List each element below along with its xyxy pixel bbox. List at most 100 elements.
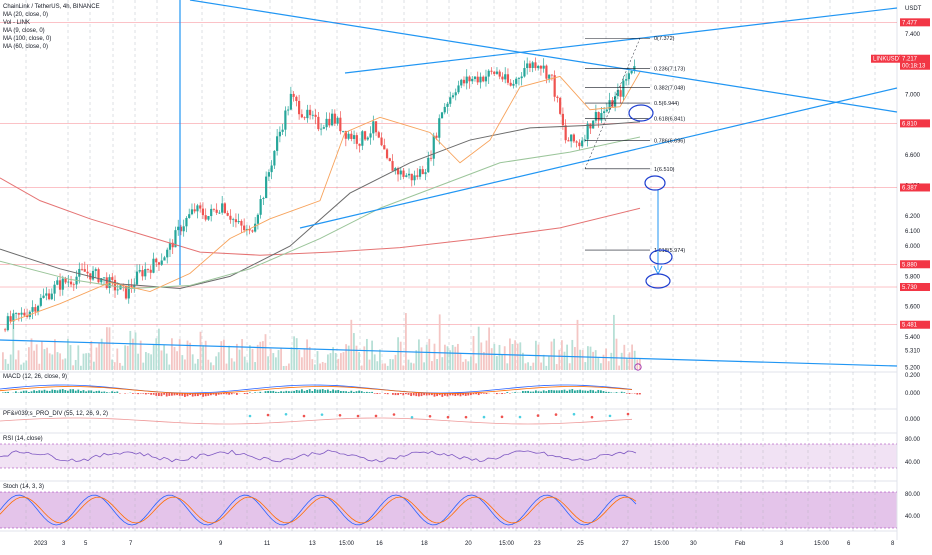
candle-body [139, 270, 141, 272]
candle-body [466, 77, 468, 84]
legend-ma60[interactable]: MA (60, close, 0) [3, 43, 100, 51]
volume-bar [545, 366, 547, 370]
volume-bar [70, 345, 72, 370]
time-axis-label: 15:00 [654, 541, 670, 547]
candle-body [218, 213, 220, 214]
macd-histogram-bar [376, 393, 378, 394]
candle-body [350, 134, 352, 139]
legend-ma20[interactable]: MA (20, close, 0) [3, 11, 100, 19]
volume-bar [382, 363, 384, 370]
macd-histogram-bar [244, 393, 246, 394]
macd-histogram-bar [610, 392, 612, 393]
volume-bar [166, 354, 168, 370]
macd-histogram-bar [28, 392, 30, 393]
macd-histogram-bar [103, 392, 105, 393]
candle-body [271, 165, 273, 172]
volume-bar [228, 346, 230, 370]
pf-dot [465, 416, 468, 419]
macd-histogram-bar [387, 393, 389, 394]
candle-body [282, 130, 284, 132]
macd-histogram-bar [90, 390, 92, 393]
candle-body [479, 77, 481, 83]
macd-histogram-bar [600, 390, 602, 393]
volume-bar [608, 361, 610, 370]
pf-dot [357, 415, 360, 418]
candle-body [501, 77, 503, 80]
volume-bar [361, 366, 363, 370]
pf-dot [303, 415, 306, 418]
volume-bar [122, 366, 124, 370]
macd-histogram-bar [309, 389, 311, 393]
pf-dot [591, 416, 594, 419]
candle-body [534, 62, 536, 68]
candle-body [155, 259, 157, 263]
volume-bar [314, 364, 316, 370]
candle-body [507, 74, 509, 83]
macd-histogram-bar [592, 390, 594, 393]
macd-histogram-bar [59, 390, 61, 393]
candle-body [570, 135, 572, 142]
macd-histogram-bar [636, 393, 638, 395]
volume-bar [288, 364, 290, 370]
candle-body [493, 72, 495, 74]
legend-ma100[interactable]: MA (100, close, 0) [3, 35, 100, 43]
macd-histogram-bar [101, 392, 103, 393]
pfb-label[interactable]: PF&#039;s_PRO_DIV (55, 12, 26, 9, 2) [3, 411, 108, 417]
candle-body [356, 135, 358, 144]
candle-body [128, 285, 130, 298]
volume-bar [384, 363, 386, 370]
volume-bar [304, 348, 306, 370]
volume-bar [278, 350, 280, 370]
macd-histogram-bar [114, 392, 116, 393]
macd-histogram-bar [504, 393, 506, 394]
legend-vol[interactable]: Vol - LINK [3, 19, 100, 27]
volume-bar [59, 353, 61, 370]
symbol-title[interactable]: ChainLink / TetherUS, 4h, BINANCE [3, 3, 100, 11]
macd-histogram-bar [397, 393, 399, 395]
volume-bar [582, 350, 584, 370]
stoch-label[interactable]: Stoch (14, 3, 3) [3, 484, 44, 490]
macd-histogram-bar [569, 390, 571, 393]
macd-histogram-bar [83, 390, 85, 393]
macd-histogram-bar [582, 390, 584, 393]
volume-bar [233, 362, 235, 370]
volume-bar [395, 355, 397, 370]
price-tag-text: 6.387 [902, 185, 918, 191]
macd-histogram-bar [408, 393, 410, 395]
macd-histogram-bar [231, 393, 233, 394]
candle-body [548, 75, 550, 79]
volume-bar [202, 345, 204, 370]
rsi-label[interactable]: RSI (14, close) [3, 436, 43, 442]
volume-bar [517, 344, 519, 370]
macd-histogram-bar [272, 391, 274, 393]
volume-bar [491, 348, 493, 370]
candle-body [304, 117, 306, 118]
volume-bar [174, 347, 176, 370]
macd-histogram-bar [137, 393, 139, 394]
macd-histogram-bar [111, 391, 113, 393]
volume-bar [371, 341, 373, 370]
legend-ma9[interactable]: MA (9, close, 0) [3, 27, 100, 35]
candle-body [84, 269, 86, 272]
volume-bar [626, 358, 628, 370]
volume-bar [374, 354, 376, 370]
macd-histogram-bar [590, 390, 592, 393]
candle-body [402, 171, 404, 177]
volume-bar [530, 366, 532, 370]
candle-body [312, 115, 314, 116]
candle-body [455, 92, 457, 95]
volume-bar [218, 352, 220, 370]
volume-bar [506, 363, 508, 370]
volume-bar [538, 345, 540, 370]
macd-histogram-bar [350, 391, 352, 393]
volume-bar [519, 342, 521, 370]
macd-histogram-bar [525, 391, 527, 393]
macd-histogram-bar [330, 391, 332, 393]
macd-histogram-bar [384, 393, 386, 394]
candle-body [117, 290, 119, 291]
volume-bar [478, 327, 480, 370]
candle-body [144, 269, 146, 276]
macd-label[interactable]: MACD (12, 26, close, 9) [3, 374, 67, 380]
